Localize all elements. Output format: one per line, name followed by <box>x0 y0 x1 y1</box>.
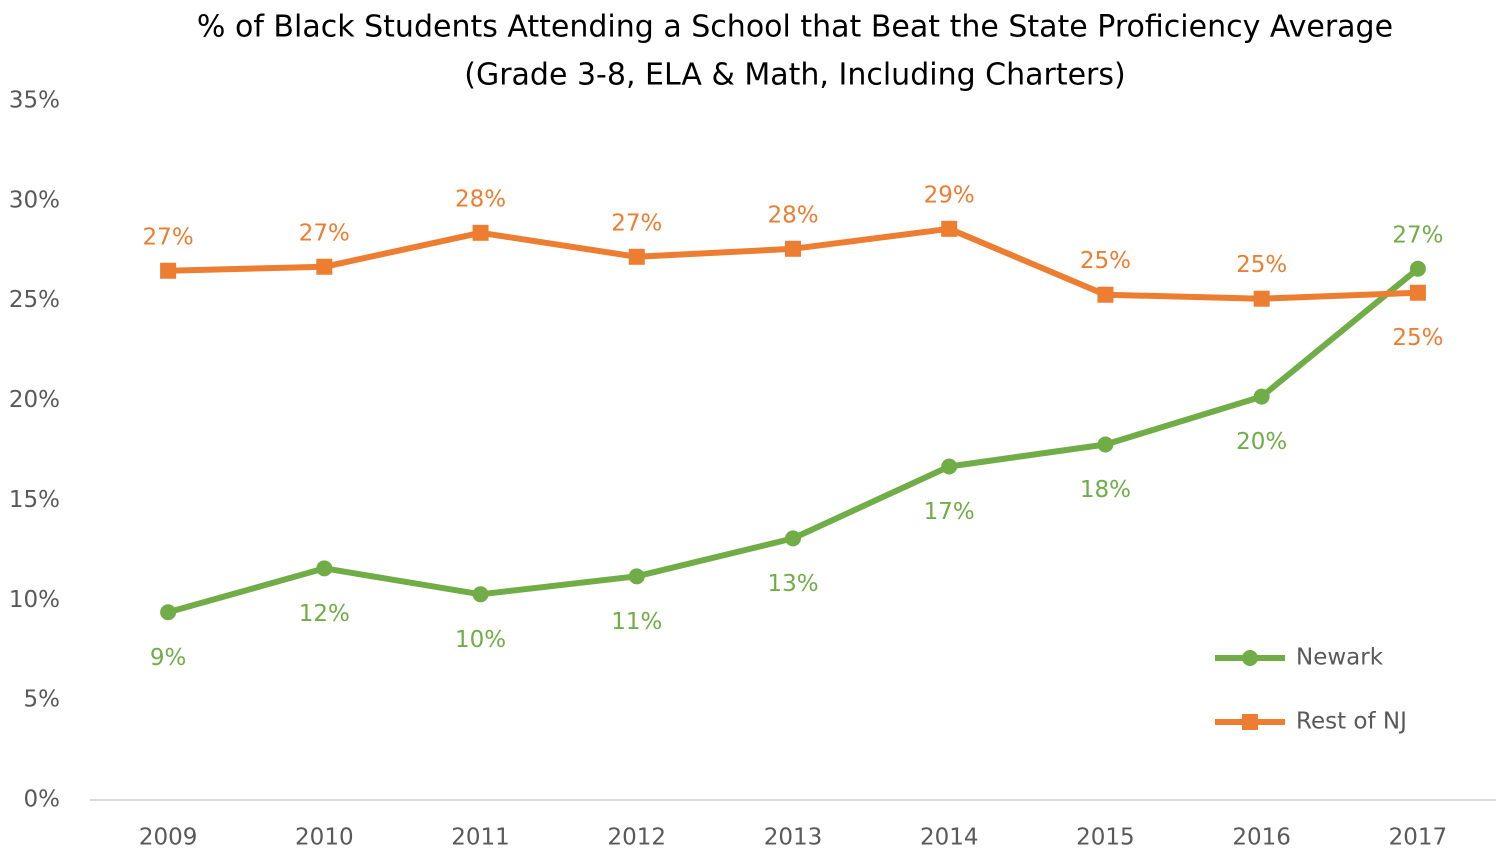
data-label: 25% <box>1236 252 1287 278</box>
x-tick-label: 2012 <box>608 825 667 851</box>
x-tick-label: 2017 <box>1389 825 1448 851</box>
data-label: 29% <box>924 182 975 208</box>
y-tick-label: 0% <box>24 787 61 813</box>
y-tick-label: 25% <box>9 287 60 313</box>
y-tick-label: 10% <box>9 587 60 613</box>
x-tick-label: 2009 <box>139 825 198 851</box>
data-label: 25% <box>1080 248 1131 274</box>
chart-subtitle: (Grade 3-8, ELA & Math, Including Charte… <box>464 58 1125 93</box>
legend-label: Newark <box>1296 645 1384 671</box>
marker <box>160 262 177 279</box>
marker <box>1409 284 1426 301</box>
data-label: 17% <box>924 499 975 525</box>
data-label: 12% <box>299 601 350 627</box>
marker <box>316 560 333 577</box>
y-tick-label: 30% <box>9 187 60 213</box>
data-label: 28% <box>455 186 506 212</box>
data-label: 20% <box>1236 429 1287 455</box>
x-tick-label: 2011 <box>451 825 510 851</box>
marker <box>160 604 177 621</box>
marker <box>1253 388 1270 405</box>
marker <box>628 568 645 585</box>
marker <box>472 224 489 241</box>
data-label: 28% <box>767 202 818 228</box>
data-label: 27% <box>1392 222 1443 248</box>
x-tick-label: 2016 <box>1232 825 1291 851</box>
marker <box>472 586 489 603</box>
legend-label: Rest of NJ <box>1296 709 1407 735</box>
series-line <box>168 225 1419 302</box>
y-tick-label: 15% <box>9 487 60 513</box>
x-tick-label: 2010 <box>295 825 354 851</box>
marker <box>785 530 801 547</box>
marker <box>1097 436 1114 453</box>
data-label: 11% <box>611 609 662 635</box>
marker <box>628 248 645 265</box>
data-label: 13% <box>767 571 818 597</box>
chart-title: % of Black Students Attending a School t… <box>197 10 1393 45</box>
data-label: 9% <box>150 645 187 671</box>
y-tick-label: 5% <box>24 687 61 713</box>
series-line <box>167 266 1420 616</box>
marker <box>1409 260 1426 277</box>
data-label: 27% <box>299 220 350 246</box>
data-label: 27% <box>143 224 194 250</box>
x-tick-label: 2015 <box>1076 825 1135 851</box>
y-tick-label: 20% <box>9 387 60 413</box>
x-tick-label: 2013 <box>764 825 823 851</box>
x-tick-label: 2014 <box>920 825 979 851</box>
marker <box>1097 286 1114 303</box>
data-label: 27% <box>611 210 662 236</box>
data-label: 25% <box>1392 325 1443 351</box>
marker <box>1253 290 1270 307</box>
marker <box>316 258 333 275</box>
data-label: 18% <box>1080 477 1131 503</box>
legend-marker <box>1242 650 1258 666</box>
marker <box>785 240 801 257</box>
data-label: 10% <box>455 627 506 653</box>
marker <box>941 458 958 475</box>
marker <box>941 220 958 237</box>
y-tick-label: 35% <box>9 88 60 114</box>
legend-marker <box>1242 714 1258 730</box>
